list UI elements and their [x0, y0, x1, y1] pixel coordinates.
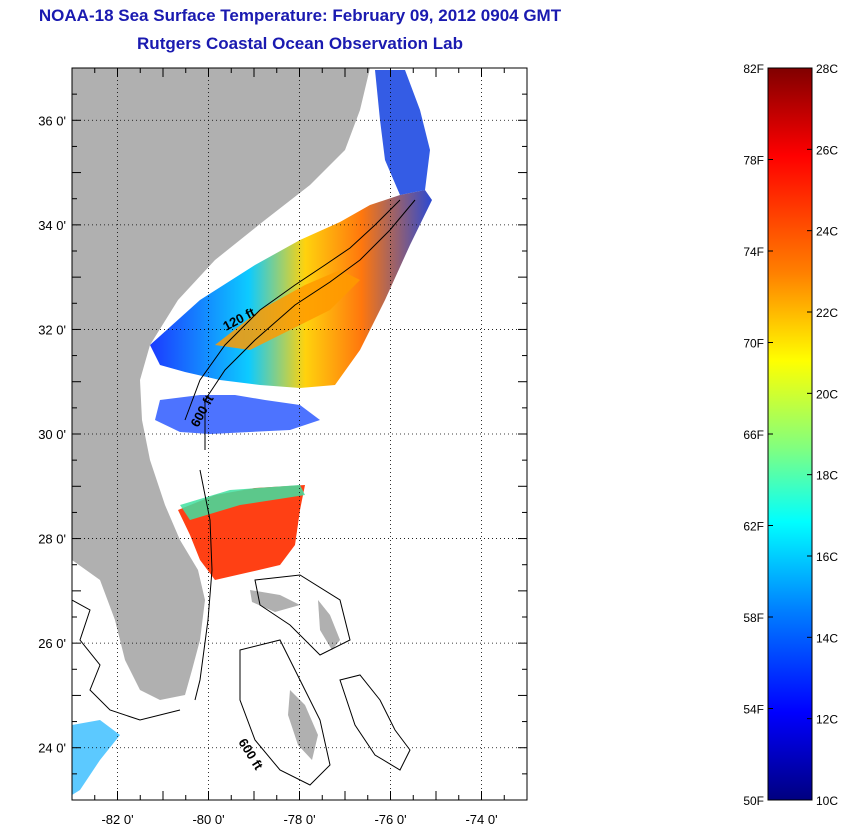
colorbar-f-label: 50F [743, 794, 764, 808]
isobath-cuba-coast [72, 599, 181, 721]
sst-swath-north [150, 190, 432, 388]
colorbar [767, 67, 813, 801]
x-tick-label: -80 0' [192, 812, 224, 827]
colorbar-fahrenheit-labels: 82F 78F 74F 70F 66F 62F 58F 54F 50F [743, 62, 764, 808]
x-tick-label: -82 0' [101, 812, 133, 827]
colorbar-c-label: 20C [816, 387, 838, 401]
colorbar-c-label: 22C [816, 306, 838, 320]
map-area [72, 68, 527, 800]
colorbar-celsius-labels: 28C 26C 24C 22C 20C 18C 16C 14C 12C 10C [816, 62, 838, 808]
sst-swath-south-edge [180, 485, 305, 520]
sst-swath-middle [155, 395, 320, 434]
y-tick-label: 26 0' [38, 636, 66, 651]
isobath-bahamas-east [339, 674, 411, 771]
colorbar-f-label: 82F [743, 62, 764, 76]
colorbar-f-label: 74F [743, 245, 764, 259]
x-tick-label: -78 0' [283, 812, 315, 827]
y-tick-label: 32 0' [38, 322, 66, 337]
y-tick-label: 24 0' [38, 741, 66, 756]
colorbar-c-label: 24C [816, 225, 838, 239]
colorbar-f-label: 66F [743, 428, 764, 442]
isobath-bahamas [239, 639, 331, 786]
colorbar-c-label: 10C [816, 794, 838, 808]
sst-swath-coastal-blue [375, 70, 430, 195]
isobath-600ft [204, 199, 416, 450]
chart-subtitle: Rutgers Coastal Ocean Observation Lab [137, 34, 463, 53]
x-tick-label: -76 0' [374, 812, 406, 827]
x-axis-labels: -82 0' -80 0' -78 0' -76 0' -74 0' [101, 812, 497, 827]
colorbar-ticks [768, 67, 812, 801]
land-bahamas-abaco [318, 600, 340, 650]
land-bahamas-andros [288, 690, 318, 760]
colorbar-f-label: 62F [743, 520, 764, 534]
axis-ticks [71, 67, 528, 801]
colorbar-f-label: 70F [743, 337, 764, 351]
colorbar-f-label: 78F [743, 154, 764, 168]
colorbar-f-label: 58F [743, 611, 764, 625]
isobath-florida-coast [194, 469, 213, 701]
chart-title: NOAA-18 Sea Surface Temperature: Februar… [38, 6, 562, 25]
isobath-bahamas-north [254, 574, 351, 656]
y-tick-label: 28 0' [38, 532, 66, 547]
x-tick-label: -74 0' [465, 812, 497, 827]
y-tick-label: 30 0' [38, 427, 66, 442]
colorbar-c-label: 16C [816, 550, 838, 564]
y-axis-labels: 24 0' 26 0' 28 0' 30 0' 32 0' 34 0' 36 0' [38, 113, 66, 755]
colorbar-c-label: 28C [816, 62, 838, 76]
colorbar-f-label: 54F [743, 703, 764, 717]
sst-swath-keys [72, 720, 120, 795]
colorbar-c-label: 12C [816, 713, 838, 727]
sst-swath-north-warm [215, 270, 360, 350]
colorbar-c-label: 18C [816, 469, 838, 483]
colorbar-c-label: 14C [816, 631, 838, 645]
y-tick-label: 36 0' [38, 113, 66, 128]
colorbar-c-label: 26C [816, 143, 838, 157]
y-tick-label: 34 0' [38, 218, 66, 233]
land-mainland [72, 68, 370, 700]
